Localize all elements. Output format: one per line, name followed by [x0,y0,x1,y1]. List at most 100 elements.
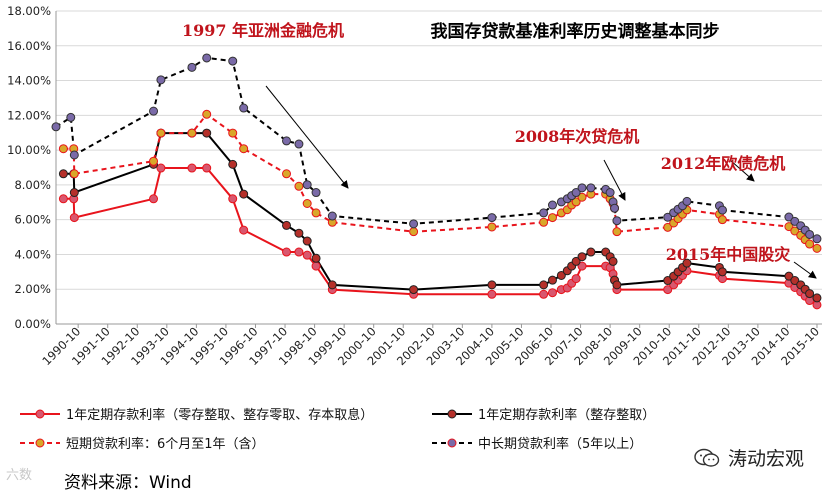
series-1-point [239,225,249,235]
series-2-point [228,159,238,169]
series-1-point [487,289,497,299]
series-4-point [610,203,620,213]
series-2-point [409,285,419,295]
series-3-point [547,213,557,223]
series-4-point [571,188,581,198]
series-3-point [239,144,249,154]
series-2-point [663,276,673,286]
series-4-point [586,183,596,193]
series-2-point [790,276,800,286]
annotation-label: 2008年次贷危机 [515,127,640,146]
series-1-point [539,289,549,299]
series-lines [55,56,818,306]
series-1-point [547,288,557,298]
series-4-point [605,188,615,198]
series-3-point [717,215,727,225]
y-tick-label: 12.00% [7,108,51,122]
series-2-point [58,169,68,179]
series-1-point [58,194,68,204]
annotation-arrow [265,85,349,189]
series-1-point [294,247,304,257]
series-4-point [51,122,61,132]
series-4-point [717,205,727,215]
series-2-point [302,236,312,246]
series-line-3 [63,112,818,250]
legend-swatch-marker [447,409,457,419]
series-2-point [586,247,596,257]
annotation-arrow [793,261,817,279]
series-markers [51,53,822,310]
y-tick-label: 18.00% [7,4,51,18]
legend-label: 中长期贷款利率（5年以上） [478,436,642,452]
series-3-point [294,181,304,191]
series-4-point [682,196,692,206]
chart-title: 我国存贷款基准利率历史调整基本同步 [431,21,720,42]
series-4-point [547,200,557,210]
series-4-point [663,212,673,222]
series-4-point [812,234,822,244]
series-3-point [69,169,79,179]
series-3-point [228,128,238,138]
annotation-label: 1997 年亚洲金融危机 [182,21,344,40]
annotation-arrows [265,85,817,279]
series-3-point [612,227,622,237]
series-4-point [539,208,549,218]
series-4-point [228,56,238,66]
series-2-point [69,188,79,198]
series-1-point [577,261,587,271]
series-2-point [608,256,618,266]
series-2-point [327,280,337,290]
series-4-point [805,229,815,239]
y-tick-label: 0.00% [14,317,51,331]
y-tick-labels: 0.00% 2.00% 4.00% 6.00% 8.00% 10.00% 12.00% 14.… [7,4,51,331]
series-4-point [311,188,321,198]
series-4-point [790,216,800,226]
series-3-point [311,208,321,218]
series-4-point [612,216,622,226]
series-1-point [282,247,292,257]
series-4-point [577,183,587,193]
series-3-point [487,222,497,232]
series-4-point [294,139,304,149]
annotations: 1997 年亚洲金融危机 2008年次贷危机 2012年欧债危机 2015年中国股灾 [182,21,791,264]
series-3-point [805,239,815,249]
y-tick-label: 6.00% [14,213,51,227]
series-2-point [539,280,549,290]
series-3-point [790,226,800,236]
series-4-point [302,180,312,190]
series-2-point [682,258,692,268]
series-2-point [717,267,727,277]
series-4-point [202,53,212,63]
series-4-point [69,150,79,160]
series-2-point [784,271,794,281]
series-3-point [409,227,419,237]
legend-swatch-marker [35,438,45,448]
legend-label: 1年定期存款利率（整存整取） [478,407,655,423]
series-line-1 [63,167,818,306]
series-2-point [202,128,212,138]
series-3-point [156,128,166,138]
series-2-point [812,293,822,303]
source-note: 资料来源：Wind [64,473,192,493]
series-3-point [202,109,212,119]
series-1-point [663,285,673,295]
series-3-point [812,243,822,253]
series-3-point [539,217,549,227]
legend-swatch-marker [447,438,457,448]
y-tick-label: 16.00% [7,39,51,53]
series-4-point [66,112,76,122]
y-tick-label: 4.00% [14,247,51,261]
series-3-point [282,169,292,179]
series-3-point [571,197,581,207]
series-4-point [282,136,292,146]
annotation-label: 2015年中国股灾 [666,245,792,264]
annotation-arrow [603,159,626,201]
series-3-point [58,144,68,154]
y-tick-label: 2.00% [14,282,51,296]
series-2-point [311,253,321,263]
series-2-point [282,220,292,230]
series-2-point [805,289,815,299]
watermark: 六数 [6,468,33,483]
series-1-point [156,163,166,173]
